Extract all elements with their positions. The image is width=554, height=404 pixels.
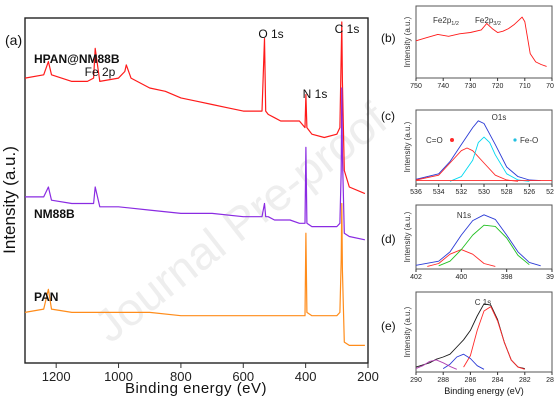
x-tick-label: 524 — [546, 189, 554, 196]
panel-c: (c) Intensity (a.u.) 536 534 532 530 528 526 5… — [381, 109, 554, 196]
x-tick-label: 284 — [492, 377, 504, 384]
x-tick-label: 526 — [523, 189, 535, 196]
series-line-component-1 — [463, 306, 525, 370]
series-line-series-0 — [415, 16, 547, 67]
x-tick-label: 532 — [455, 189, 467, 196]
panel-b-ylabel: Intensity (a.u.) — [403, 16, 412, 67]
x-tick-label: 720 — [492, 83, 504, 90]
series-line-fe-o — [449, 136, 530, 182]
x-tick-label: 528 — [501, 189, 513, 196]
x-tick-label: 530 — [478, 189, 490, 196]
series-label-hpan-nm88b: HPAN@NM88B — [34, 52, 120, 66]
annotation-o1s-c: O1s — [492, 113, 507, 122]
annotation-fe2p12: Fe2p1/2 — [433, 16, 459, 27]
x-tick-label: 700 — [546, 83, 554, 90]
series-line-nm88b — [25, 87, 366, 241]
panel-a-frame — [24, 17, 369, 364]
panel-b-frame — [415, 5, 553, 79]
panel-d: (d) Intensity (a.u.) 402 400 398 396 N1s — [381, 204, 554, 281]
series-line-hpan-nm88b — [24, 21, 366, 195]
series-line-pan — [24, 202, 365, 346]
x-tick-label: 400 — [295, 369, 317, 384]
x-tick-label: 750 — [410, 83, 422, 90]
series-label-pan: PAN — [34, 290, 58, 304]
panel-e-frame — [415, 291, 553, 373]
annotation-fe-o: Fe-O — [520, 136, 538, 145]
panel-b-label: (b) — [381, 31, 396, 45]
x-tick-label: 288 — [437, 377, 449, 384]
series-line-component-2 — [442, 353, 485, 370]
x-tick-label: 400 — [455, 274, 467, 281]
annotation-n1s-d: N1s — [457, 211, 471, 220]
x-tick-label: 800 — [170, 369, 192, 384]
x-tick-label: 534 — [433, 189, 445, 196]
panel-a-ylabel: Intensity (a.u.) — [0, 146, 19, 254]
annotation-c-eq-o: C=O — [426, 136, 443, 145]
x-tick-label: 710 — [519, 83, 531, 90]
panel-c-label: (c) — [381, 109, 395, 123]
fe-o-marker — [513, 138, 517, 142]
x-tick-label: 1000 — [104, 369, 133, 384]
series-label-nm88b: NM88B — [34, 207, 75, 221]
panel-d-frame — [415, 204, 553, 270]
panel-a-label: (a) — [5, 32, 22, 48]
annotation-c1s-e: C 1s — [475, 298, 491, 307]
x-tick-label: 286 — [465, 377, 477, 384]
annotation-o1s: O 1s — [258, 27, 283, 41]
series-line-component-1 — [427, 249, 496, 267]
x-tick-label: 282 — [519, 377, 531, 384]
panel-b: (b) Intensity (a.u.) 750740730720710700 … — [381, 5, 554, 90]
annotation-n1s: N 1s — [303, 87, 328, 101]
panel-d-ylabel: Intensity (a.u.) — [403, 211, 412, 262]
panel-c-frame — [415, 109, 553, 185]
annotation-fe2p32: Fe2p3/2 — [475, 16, 501, 27]
panel-e-label: (e) — [381, 319, 396, 333]
x-tick-label: 600 — [232, 369, 254, 384]
x-tick-label: 290 — [410, 377, 422, 384]
series-line-component-3 — [415, 359, 457, 370]
series-line-component-2 — [438, 224, 530, 267]
panel-c-ylabel: Intensity (a.u.) — [403, 121, 412, 172]
panel-d-label: (d) — [381, 232, 396, 246]
x-tick-label: 740 — [437, 83, 449, 90]
x-tick-label: 280 — [546, 377, 554, 384]
x-tick-label: 730 — [465, 83, 477, 90]
annotation-fe2p: Fe 2p — [85, 65, 116, 79]
x-tick-label: 1200 — [42, 369, 71, 384]
panel-a-xlabel: Binding energy (eV) — [125, 380, 267, 397]
x-tick-label: 398 — [501, 274, 513, 281]
c-eq-o-marker — [450, 138, 454, 142]
x-tick-label: 200 — [357, 369, 379, 384]
panel-e-ylabel: Intensity (a.u.) — [403, 306, 412, 357]
series-line-envelope — [415, 120, 541, 182]
panel-e: (e) Intensity (a.u.) 290288286284282280 … — [381, 291, 554, 396]
series-line-c-o — [415, 147, 519, 182]
panel-a: (a) Intensity (a.u.) Binding energy (eV)… — [0, 17, 379, 397]
x-tick-label: 536 — [410, 189, 422, 196]
annotation-c1s: C 1s — [335, 22, 360, 36]
series-line-envelope — [415, 214, 541, 267]
panel-e-xlabel: Binding energy (eV) — [444, 386, 524, 396]
watermark: Journal Pre-proof — [84, 92, 396, 352]
x-tick-label: 396 — [546, 274, 554, 281]
x-tick-label: 402 — [410, 274, 422, 281]
